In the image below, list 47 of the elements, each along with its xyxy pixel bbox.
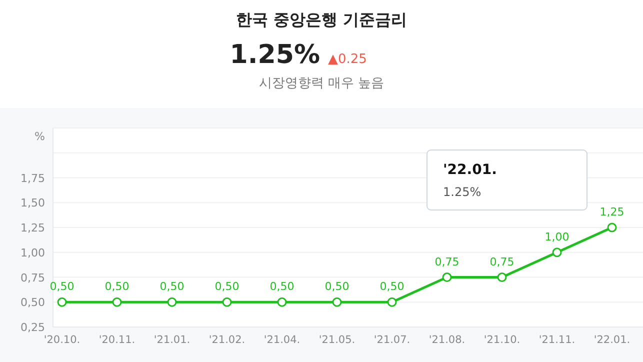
x-tick-label: '21.11. [538,334,576,346]
y-tick-label: 0,50 [20,296,45,310]
point [222,297,232,307]
data-label: 0,75 [490,255,514,268]
x-tick-label: '20.11. [98,334,136,346]
x-tick-label: '21.01. [154,334,190,346]
data-label: 0,50 [104,280,130,294]
y-tick-label: 1,00 [20,246,45,260]
x-tick-label: '21.05. [318,334,356,346]
chart-subtitle: 1.25% [230,40,320,70]
data-label: 0,50 [50,280,74,294]
annotation: '22.01. [443,162,497,178]
data-label: 1,00 [544,230,570,244]
y-tick-label: 0,25 [20,321,45,334]
point [57,297,67,307]
text: 시장영향력 매우 높음 [258,76,384,91]
x-tick-label: '22.01. [594,334,630,346]
data-label: 0,50 [324,280,350,294]
x-tick-label: '21.04. [264,334,300,346]
text: ▲0.25 [328,52,367,67]
point [607,222,617,232]
data-label: 0,50 [380,280,404,294]
point [112,297,122,307]
point [497,272,507,282]
point [387,297,397,307]
x-tick-label: '21.02. [208,334,246,346]
y-tick-label: 1,75 [20,172,45,185]
x-tick-label: '21.08. [428,334,466,346]
data-label: 0,50 [160,280,184,294]
x-tick-label: '21.07. [374,334,410,346]
y-tick-label: 1,50 [20,196,45,210]
data-label: 0,75 [434,255,460,268]
data-label: 0,50 [270,280,294,294]
chart-title: 한국 중앙은행 기준금리 [236,10,408,29]
point [167,297,177,307]
y-tick-label: 1,25 [20,222,45,234]
point [332,297,342,307]
point [552,248,562,258]
data-label: 0,50 [214,280,240,294]
y-tick-label: 0,75 [20,271,45,284]
data-label: 1,25 [600,206,624,218]
point [277,297,287,307]
x-tick-label: '20.10. [44,334,80,346]
x-tick-label: '21.10. [484,334,520,346]
point [442,272,452,282]
annotation: 1.25% [443,185,482,199]
y-axis-title: % [34,130,45,143]
